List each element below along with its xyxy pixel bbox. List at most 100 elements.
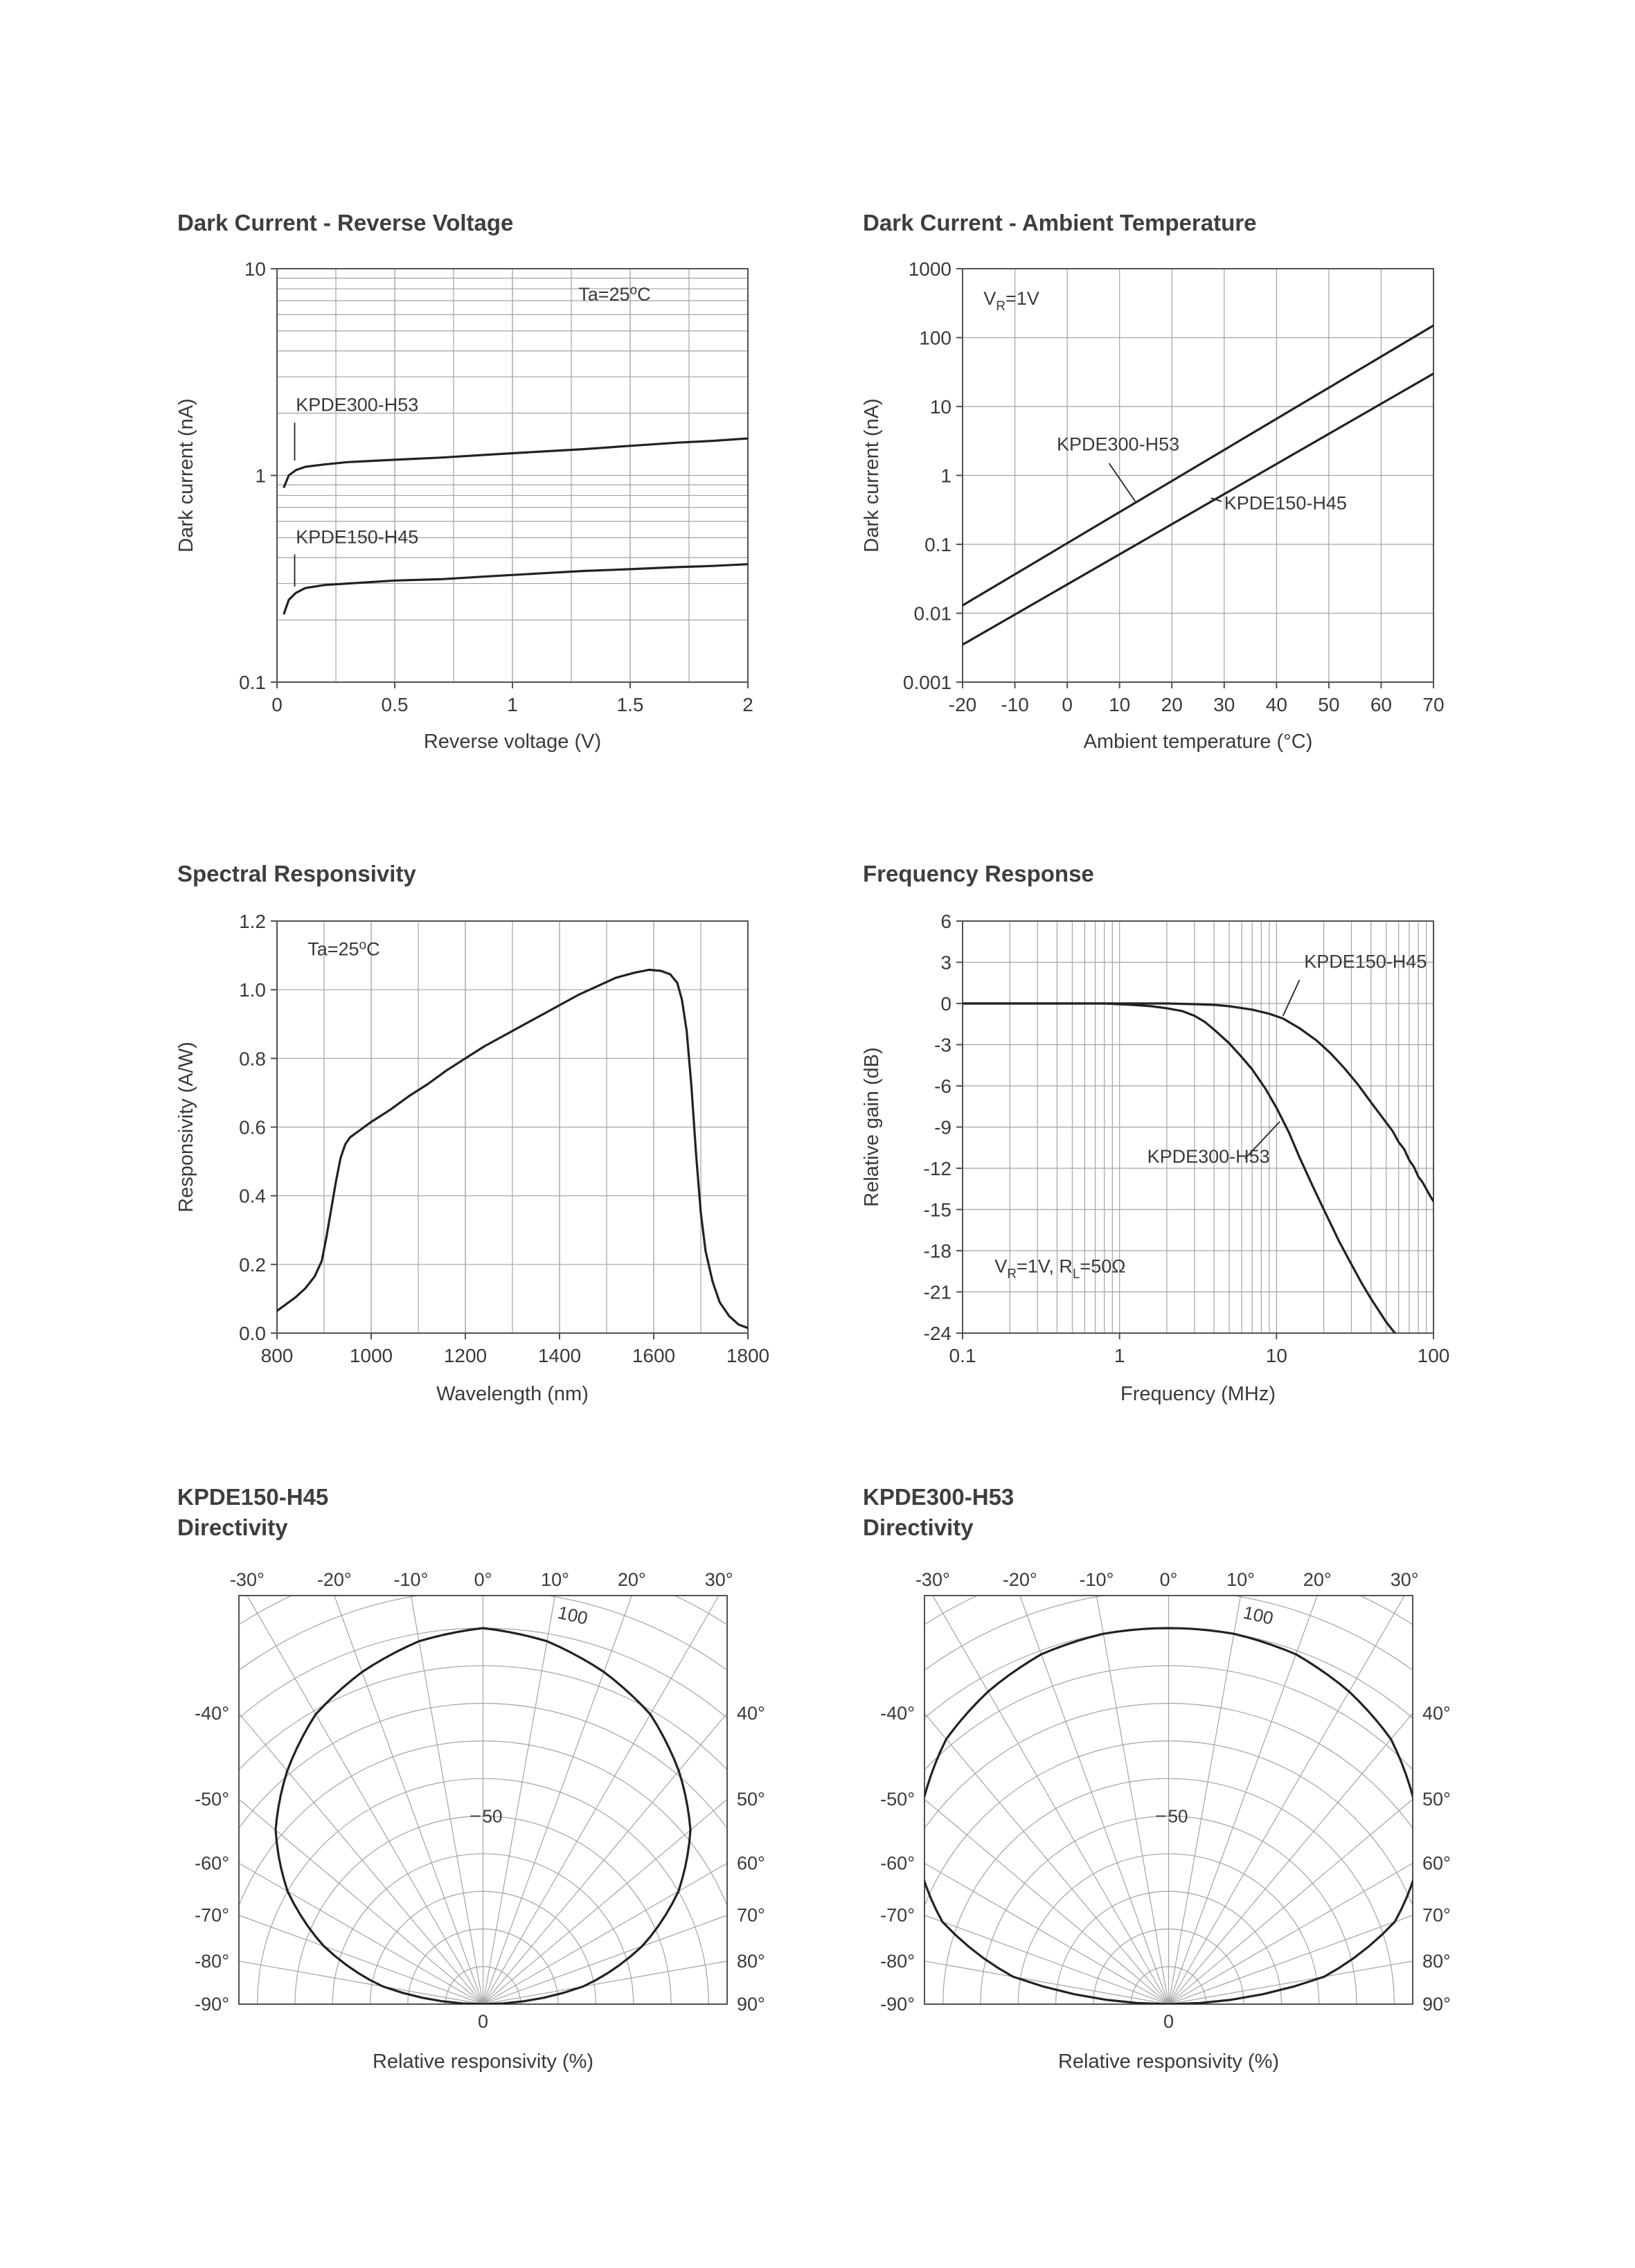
svg-text:-80°: -80° bbox=[195, 1951, 229, 1972]
x-axis-label: Relative responsivity (%) bbox=[1058, 2051, 1279, 2073]
gridlines bbox=[962, 268, 1434, 683]
polar-grid bbox=[239, 1596, 727, 2004]
annotation: KPDE300-H53 bbox=[1147, 1146, 1270, 1167]
series-KPDE150-H45 bbox=[274, 1627, 692, 2004]
svg-text:90°: 90° bbox=[737, 1994, 765, 2015]
svg-text:-10°: -10° bbox=[394, 1569, 429, 1590]
series-KPDE300-H53 bbox=[283, 437, 748, 488]
svg-text:0.1: 0.1 bbox=[924, 534, 951, 555]
svg-text:40°: 40° bbox=[737, 1703, 765, 1724]
annotation-leader bbox=[1210, 497, 1222, 502]
annotation: Ta=25oC bbox=[307, 938, 379, 960]
svg-text:1200: 1200 bbox=[444, 1345, 487, 1366]
series-KPDE150-H45 bbox=[283, 563, 748, 615]
y-axis-label: Responsivity (A/W) bbox=[175, 1042, 197, 1213]
chart-title-spectral-responsivity: Spectral Responsivity bbox=[177, 861, 416, 886]
x-axis-label: Ambient temperature (°C) bbox=[1084, 731, 1313, 753]
series-KPDE300-H53 bbox=[963, 324, 1433, 607]
svg-text:0°: 0° bbox=[474, 1569, 492, 1590]
svg-text:100: 100 bbox=[1418, 1345, 1450, 1366]
svg-text:1: 1 bbox=[1114, 1345, 1125, 1366]
origin-label: 0 bbox=[478, 2011, 488, 2032]
svg-text:800: 800 bbox=[261, 1345, 294, 1366]
series-spectral-responsivity bbox=[277, 968, 748, 1330]
annotation: KPDE150-H45 bbox=[1304, 951, 1427, 972]
svg-text:-10: -10 bbox=[1001, 694, 1028, 715]
svg-text:10: 10 bbox=[1109, 694, 1130, 715]
chart-kpde150-directivity: -90° -80° -70° -60° -50° -40° -30° -20° -10° 0° 10… bbox=[195, 1569, 765, 2073]
chart-frequency-response: 0.1 1 10 100 6 3 0 -3 -6 -9 -12 -15 -18 -21 -24 Frequen… bbox=[861, 911, 1449, 1405]
svg-text:30°: 30° bbox=[705, 1569, 733, 1590]
svg-text:1.2: 1.2 bbox=[239, 911, 266, 932]
svg-text:50: 50 bbox=[1318, 694, 1339, 715]
series-KPDE300-H53 bbox=[963, 1002, 1397, 1333]
svg-text:-40°: -40° bbox=[880, 1703, 915, 1724]
plot-area: 800 1000 1200 1400 1600 1800 1.2 1.0 0.8 0.6 0.4 0.… bbox=[175, 911, 769, 1405]
svg-text:60°: 60° bbox=[1422, 1852, 1451, 1873]
svg-text:10: 10 bbox=[930, 396, 951, 418]
svg-text:60: 60 bbox=[1370, 694, 1392, 715]
svg-text:0.1: 0.1 bbox=[949, 1345, 976, 1366]
svg-text:-20°: -20° bbox=[1003, 1569, 1037, 1590]
svg-text:-21: -21 bbox=[924, 1282, 951, 1303]
plot-area: 0 0.5 1 1.5 2 10 1 0.1 Reverse voltage (V) Dark c… bbox=[175, 258, 753, 753]
x-axis-label: Reverse voltage (V) bbox=[424, 731, 601, 753]
svg-text:30: 30 bbox=[1213, 694, 1235, 715]
chart-title-kpde150-directivity: KPDE150-H45 Directivity bbox=[177, 1484, 329, 1540]
svg-text:-24: -24 bbox=[924, 1323, 951, 1344]
svg-text:0.01: 0.01 bbox=[914, 603, 952, 625]
svg-text:0.001: 0.001 bbox=[903, 672, 951, 693]
annotation: KPDE150-H45 bbox=[296, 526, 418, 547]
svg-text:-70°: -70° bbox=[880, 1905, 915, 1926]
svg-text:-60°: -60° bbox=[195, 1852, 229, 1873]
svg-text:40: 40 bbox=[1266, 694, 1287, 715]
x-tick-labels: 0.1 1 10 100 bbox=[949, 1345, 1450, 1366]
x-tick-labels: 0 0.5 1 1.5 2 bbox=[271, 694, 753, 715]
r50-label: 50 bbox=[483, 1806, 503, 1827]
svg-text:1: 1 bbox=[255, 465, 266, 487]
x-axis-label: Relative responsivity (%) bbox=[373, 2051, 593, 2073]
origin-label: 0 bbox=[1163, 2011, 1174, 2032]
svg-text:-20°: -20° bbox=[317, 1569, 352, 1590]
svg-text:0.2: 0.2 bbox=[239, 1254, 266, 1276]
svg-text:0: 0 bbox=[940, 993, 951, 1015]
svg-text:-90°: -90° bbox=[880, 1994, 915, 2015]
x-tick-labels: 800 1000 1200 1400 1600 1800 bbox=[261, 1345, 770, 1366]
svg-text:1600: 1600 bbox=[632, 1345, 675, 1366]
svg-text:-15: -15 bbox=[924, 1199, 951, 1221]
svg-text:-50°: -50° bbox=[195, 1789, 229, 1810]
svg-text:1400: 1400 bbox=[538, 1345, 581, 1366]
annotation: KPDE150-H45 bbox=[1224, 493, 1347, 514]
svg-text:-50°: -50° bbox=[880, 1789, 915, 1810]
y-axis-label: Dark current (nA) bbox=[175, 398, 197, 552]
svg-text:0.5: 0.5 bbox=[382, 694, 409, 715]
svg-text:-60°: -60° bbox=[880, 1852, 915, 1873]
plot-area: 0.1 1 10 100 6 3 0 -3 -6 -9 -12 -15 -18 -21 -24 Frequen… bbox=[861, 911, 1449, 1405]
svg-text:20°: 20° bbox=[618, 1569, 646, 1590]
svg-text:-30°: -30° bbox=[230, 1569, 265, 1590]
annotation-leader bbox=[1244, 1120, 1280, 1159]
svg-text:-30°: -30° bbox=[915, 1569, 950, 1590]
y-tick-labels: 1000 100 10 1 0.1 0.01 0.001 bbox=[903, 258, 951, 693]
svg-text:40°: 40° bbox=[1422, 1703, 1451, 1724]
svg-text:80°: 80° bbox=[737, 1951, 765, 1972]
svg-text:0: 0 bbox=[1062, 694, 1073, 715]
svg-text:80°: 80° bbox=[1422, 1951, 1451, 1972]
svg-text:10°: 10° bbox=[541, 1569, 569, 1590]
y-axis-label: Relative gain (dB) bbox=[861, 1047, 883, 1207]
svg-text:-70°: -70° bbox=[195, 1905, 229, 1926]
annotation: VR=1V bbox=[983, 288, 1039, 314]
svg-text:1.0: 1.0 bbox=[239, 979, 266, 1001]
svg-text:70°: 70° bbox=[737, 1905, 765, 1926]
svg-text:0.8: 0.8 bbox=[239, 1048, 266, 1069]
polar-plot-area: -90° -80° -70° -60° -50° -40° -30° -20° -10° 0° 10… bbox=[195, 1569, 765, 2073]
svg-text:100: 100 bbox=[919, 328, 951, 349]
series-KPDE150-H45 bbox=[963, 372, 1433, 646]
svg-text:1800: 1800 bbox=[726, 1345, 769, 1366]
svg-text:6: 6 bbox=[940, 911, 951, 932]
svg-text:2: 2 bbox=[742, 694, 753, 715]
svg-text:0.1: 0.1 bbox=[239, 672, 266, 693]
r100-label: 100 bbox=[1242, 1602, 1276, 1629]
x-tick-labels: -20 -10 0 10 20 30 40 50 60 70 bbox=[949, 694, 1445, 715]
annotation: Ta=25oC bbox=[578, 283, 650, 305]
